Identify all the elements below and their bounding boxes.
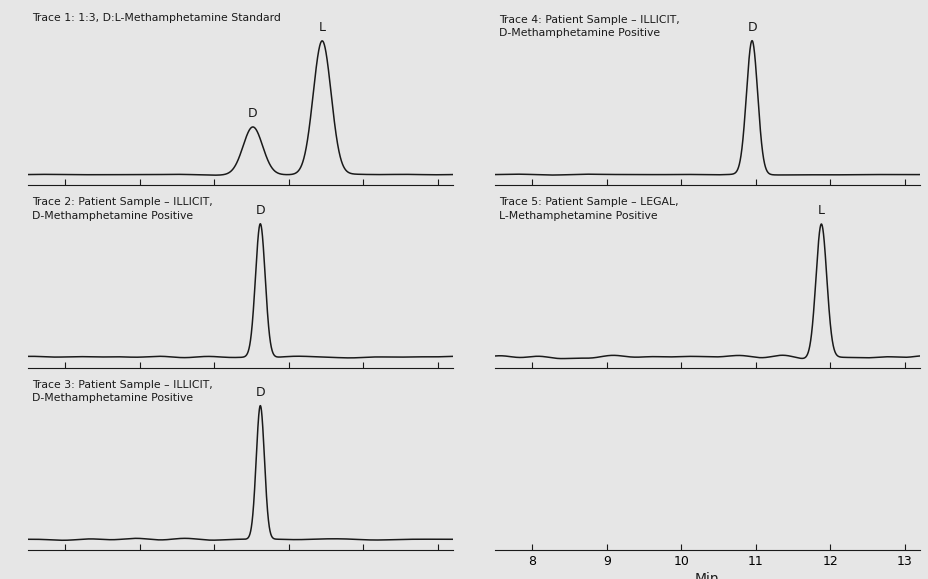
Text: L: L (817, 204, 824, 217)
Text: Trace 4: Patient Sample – ILLICIT,
D-Methamphetamine Positive: Trace 4: Patient Sample – ILLICIT, D-Met… (498, 15, 679, 38)
Text: D: D (255, 386, 264, 399)
Text: Trace 1: 1:3, D:L-Methamphetamine Standard: Trace 1: 1:3, D:L-Methamphetamine Standa… (32, 13, 280, 23)
Text: D: D (248, 107, 257, 120)
Text: Trace 2: Patient Sample – ILLICIT,
D-Methamphetamine Positive: Trace 2: Patient Sample – ILLICIT, D-Met… (32, 197, 213, 221)
X-axis label: Min: Min (694, 572, 719, 579)
Text: Trace 3: Patient Sample – ILLICIT,
D-Methamphetamine Positive: Trace 3: Patient Sample – ILLICIT, D-Met… (32, 380, 213, 403)
Text: D: D (746, 21, 756, 34)
Text: D: D (255, 204, 264, 217)
Text: L: L (318, 21, 326, 34)
Text: Trace 5: Patient Sample – LEGAL,
L-Methamphetamine Positive: Trace 5: Patient Sample – LEGAL, L-Metha… (498, 197, 678, 221)
